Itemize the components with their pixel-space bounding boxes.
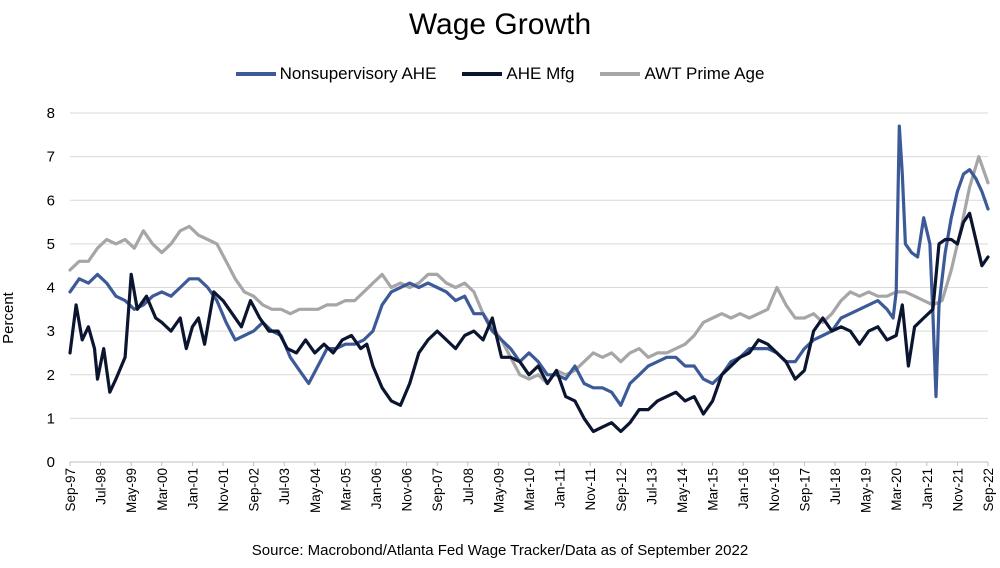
- y-tick-label: 2: [47, 367, 55, 384]
- x-tick-label: Mar-15: [706, 468, 721, 511]
- x-tick-label: Jul-03: [277, 468, 292, 505]
- x-tick-label: Jan-01: [185, 468, 200, 509]
- y-tick-label: 0: [47, 454, 55, 471]
- x-tick-label: Sep-12: [614, 468, 629, 512]
- x-tick-label: Mar-05: [338, 468, 353, 511]
- x-tick-label: May-04: [308, 468, 323, 514]
- x-tick-label: Sep-02: [247, 468, 262, 512]
- legend-swatch-ahe-mfg: [462, 72, 503, 76]
- x-tick-label: Mar-10: [522, 468, 537, 511]
- series-line-ahe-mfg: [68, 211, 990, 434]
- chart-source-note: Source: Macrobond/Atlanta Fed Wage Track…: [251, 542, 749, 559]
- legend-item-nonsupervisory-ahe: Nonsupervisory AHE: [235, 64, 437, 84]
- y-tick-label: 6: [47, 192, 55, 209]
- legend-item-awt-prime-age: AWT Prime Age: [600, 64, 764, 84]
- x-tick-label: May-19: [859, 468, 874, 513]
- x-tick-label: Sep-17: [797, 468, 812, 512]
- x-tick-label: Mar-20: [889, 468, 904, 511]
- legend-swatch-awt-prime-age: [600, 72, 641, 76]
- y-tick-label: 3: [47, 323, 55, 340]
- x-tick-label: Jul-98: [94, 468, 109, 505]
- legend-label-ahe-mfg: AHE Mfg: [506, 64, 575, 83]
- y-tick-label: 8: [47, 105, 55, 122]
- x-tick-label: Jan-11: [553, 468, 568, 508]
- y-tick-label: 4: [47, 280, 55, 297]
- series-line-awt-prime-age: [68, 155, 990, 386]
- x-tick-label: Jan-06: [369, 468, 384, 509]
- legend-label-nonsupervisory-ahe: Nonsupervisory AHE: [279, 64, 437, 83]
- chart-legend: Nonsupervisory AHE AHE Mfg AWT Prime Age: [0, 64, 1000, 84]
- x-tick-label: Jul-13: [644, 468, 659, 505]
- legend-label-awt-prime-age: AWT Prime Age: [644, 64, 765, 83]
- x-tick-label: Jan-16: [736, 468, 751, 509]
- x-tick-label: Nov-11: [583, 468, 598, 511]
- x-tick-label: Jul-08: [461, 468, 476, 505]
- x-tick-label: Nov-21: [950, 468, 965, 512]
- x-tick-label: May-14: [675, 468, 690, 514]
- x-tick-label: Nov-06: [400, 468, 415, 512]
- series-line-nonsupervisory-ahe: [68, 124, 990, 407]
- x-tick-label: May-99: [124, 468, 139, 513]
- legend-item-ahe-mfg: AHE Mfg: [462, 64, 574, 84]
- y-tick-label: 1: [47, 410, 55, 427]
- x-tick-label: Sep-22: [981, 468, 996, 512]
- legend-swatch-nonsupervisory-ahe: [235, 72, 276, 76]
- y-tick-label: 7: [47, 149, 55, 166]
- chart-title: Wage Growth: [408, 8, 592, 41]
- x-tick-label: Nov-01: [216, 468, 231, 512]
- x-tick-label: Nov-16: [767, 468, 782, 512]
- x-tick-label: May-09: [491, 468, 506, 513]
- x-tick-label: Mar-00: [155, 468, 170, 511]
- y-tick-label: 5: [47, 236, 55, 253]
- x-tick-label: Jan-21: [920, 468, 935, 509]
- x-tick-label: Sep-07: [430, 468, 445, 512]
- x-tick-label: Sep-97: [63, 468, 78, 512]
- x-tick-label: Jul-18: [828, 468, 843, 505]
